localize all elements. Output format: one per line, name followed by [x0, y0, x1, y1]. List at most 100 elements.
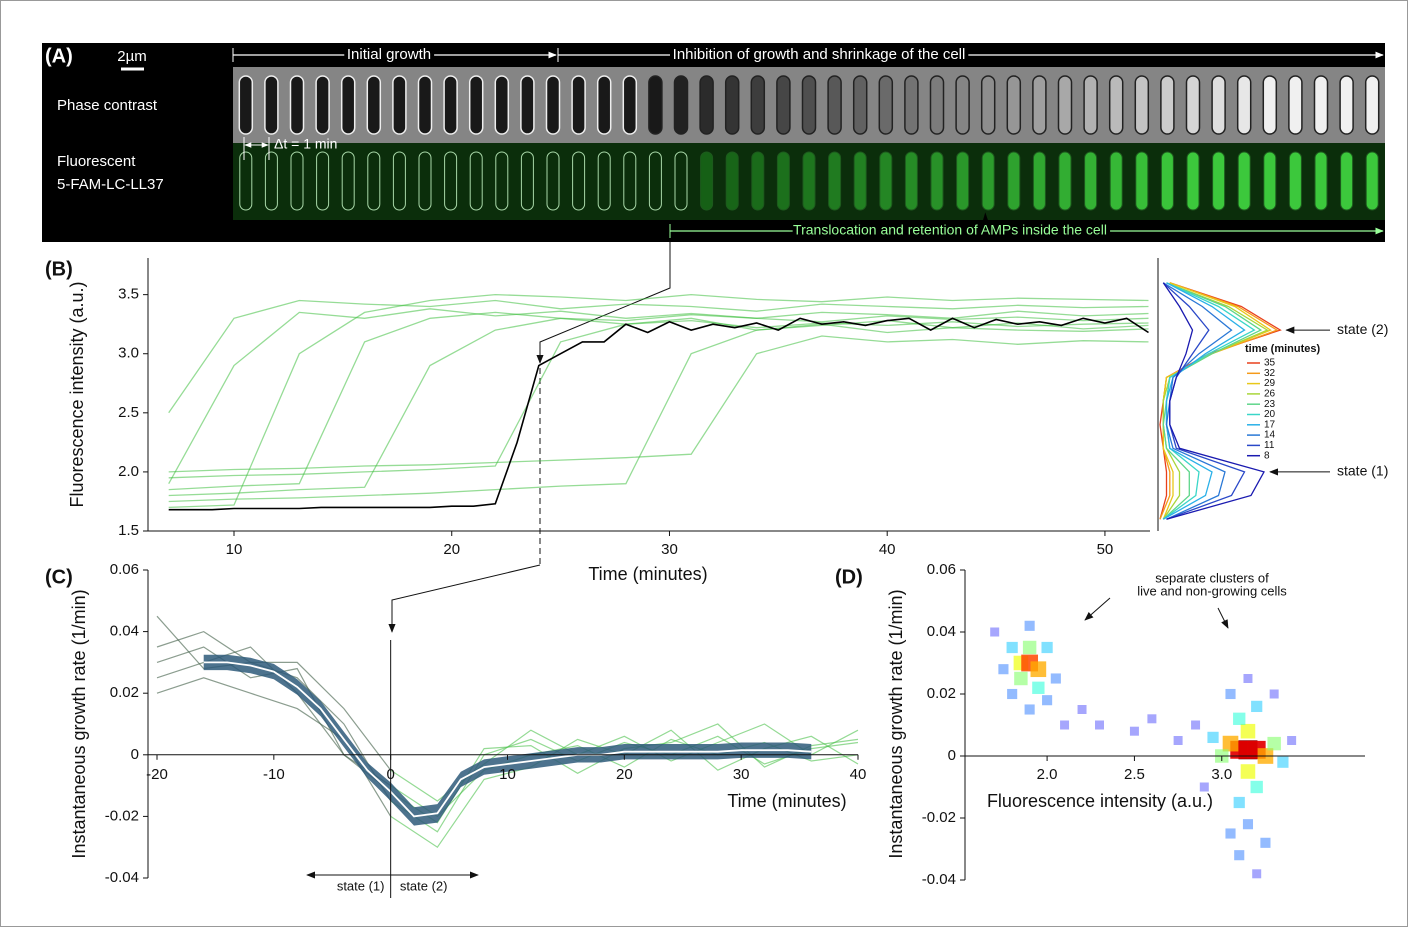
phase-cell [264, 75, 279, 135]
trace [168, 311, 1149, 491]
heat-cell [1225, 828, 1236, 839]
heat-cell [1233, 796, 1245, 809]
fluor-cell [623, 151, 637, 211]
phase-cell [980, 75, 996, 135]
density-line [1162, 282, 1246, 520]
scale-text: 2µm [117, 48, 146, 65]
x-tick-label: 2.0 [1037, 766, 1058, 783]
density-line [1159, 282, 1282, 520]
heat-cell [1129, 726, 1139, 736]
panel-label: (B) [45, 258, 73, 280]
phase-cell [1236, 75, 1252, 135]
phase-cell [673, 75, 689, 135]
fluor-cell [879, 151, 893, 211]
phase-cell [827, 75, 842, 135]
annotation-arrow [1217, 607, 1229, 629]
heat-cell [1032, 681, 1045, 694]
y-tick-label: -0.02 [105, 807, 139, 824]
phase-cell [622, 75, 638, 135]
fluor-cell [341, 151, 355, 211]
annotation: separate clusters of [1155, 570, 1269, 585]
row-label: Phase contrast [57, 97, 158, 114]
connector [388, 564, 541, 633]
fluor-cell [853, 151, 867, 211]
fluor-cell [546, 151, 560, 211]
legend-label: 14 [1264, 430, 1276, 441]
plots: 10 20 30 40 50 1.5 2.0 2.5 3.0 3.5 (B) Time (minute… [45, 258, 1388, 898]
translocation-text: Translocation and retention of AMPs insi… [793, 222, 1107, 238]
legend-label: 29 [1264, 378, 1276, 389]
state-label: state (2) [400, 878, 448, 893]
y-tick-label: 0 [131, 746, 139, 763]
trace [168, 317, 1149, 497]
x-tick-label: 10 [226, 541, 243, 558]
phase-cell [1057, 75, 1073, 135]
fluor-cell [1160, 151, 1174, 211]
fluor-cell [930, 151, 944, 211]
phase-cell [289, 75, 305, 135]
annotation-arrow [1084, 597, 1111, 621]
heat-cell [1207, 731, 1219, 744]
trace [168, 293, 1149, 509]
x-axis-label: Fluorescence intensity (a.u.) [987, 791, 1213, 811]
y-axis-label: Instantaneous growth rate (1/min) [69, 589, 89, 858]
fluor-cell [316, 151, 330, 211]
phase-cell [1032, 75, 1047, 135]
legend-label: 8 [1264, 450, 1270, 461]
y-tick-label: 0.02 [927, 685, 956, 702]
heat-cell [990, 627, 1000, 637]
band [203, 654, 812, 826]
phase-cell [366, 75, 382, 135]
phase-cell [571, 75, 586, 135]
heat-cell [1240, 723, 1256, 739]
y-tick-label: 2.5 [118, 404, 139, 421]
x-tick-label: 20 [443, 541, 460, 558]
heat-cell [1042, 695, 1053, 706]
x-tick-label: 20 [616, 766, 633, 783]
heat-cell [1030, 661, 1047, 678]
phase-cell [1083, 75, 1098, 135]
phase-cell [648, 75, 663, 135]
heat-cell [1287, 736, 1297, 745]
panel-label: (A) [45, 45, 73, 67]
fluor-cell [1237, 151, 1251, 211]
y-tick-label: 3.5 [118, 286, 139, 303]
heat-cell [1251, 700, 1263, 713]
trace [168, 299, 1149, 414]
phase-cell [1262, 75, 1278, 135]
panel-a: Initial growth Inhibition of growth and … [42, 42, 1385, 242]
fluor-cell [597, 151, 611, 211]
heat-cell [1233, 712, 1246, 725]
heat-cell [1240, 764, 1256, 779]
heat-cell [1260, 837, 1271, 848]
y-tick-label: 1.5 [118, 522, 139, 539]
x-tick-label: 2.5 [1124, 766, 1145, 783]
row-label: Fluorescent [57, 153, 136, 170]
phase-cell [1288, 75, 1303, 135]
phase-cell [545, 75, 561, 135]
mean-line [203, 661, 812, 818]
connector [536, 242, 671, 364]
y-tick-label: 0.04 [110, 623, 139, 640]
x-tick-label: 10 [499, 766, 516, 783]
mean-line [168, 317, 1149, 511]
fluor-cell [1032, 151, 1046, 211]
fluor-cell [751, 151, 765, 211]
heat-cell [1222, 735, 1239, 752]
fluor-cell [776, 151, 790, 211]
legend-label: 11 [1264, 440, 1275, 451]
fluor-cell [1135, 151, 1149, 211]
phase-cell [1160, 75, 1175, 135]
state-label: state (1) [337, 878, 385, 893]
fluor-cell [1186, 151, 1200, 211]
heat-cell [1234, 850, 1245, 861]
fluor-cell [469, 151, 483, 211]
annotation: state (2) [1337, 321, 1388, 337]
phase-cell [392, 75, 407, 135]
fluor-cell [572, 151, 586, 211]
phase-cell [1364, 75, 1380, 135]
panel-label: (C) [45, 566, 73, 588]
density-line [1159, 282, 1279, 520]
x-tick-label: 30 [733, 766, 750, 783]
phase-cell [1134, 75, 1150, 135]
